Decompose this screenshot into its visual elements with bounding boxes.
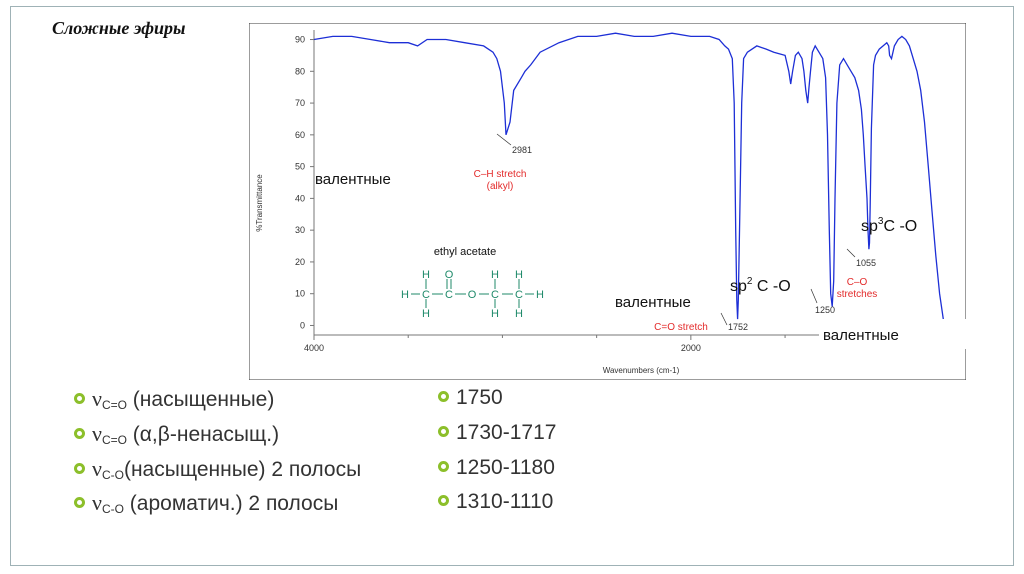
compound-name: ethyl acetate — [434, 246, 496, 258]
atom: H — [515, 269, 523, 281]
y-tick-label: 50 — [295, 162, 305, 172]
bullet-icon — [74, 427, 85, 439]
row-description: (насыщенные) 2 полосы — [123, 458, 362, 481]
peak-label-1055: 1055 — [856, 258, 876, 268]
y-tick-label: 0 — [300, 320, 305, 330]
atom: H — [491, 308, 499, 320]
sp2-text: sp — [730, 278, 747, 295]
bullet-icon — [74, 462, 85, 474]
atom: O — [468, 289, 477, 301]
co-stretch-label: C=O stretch — [654, 322, 708, 333]
sp3-co-label: sp3C -O — [861, 216, 917, 235]
atom: H — [422, 308, 430, 320]
atom: H — [515, 308, 523, 320]
atom: H — [422, 269, 430, 281]
table-row-value: 1250-1180 — [438, 456, 555, 480]
bond-subscript: C=O — [101, 398, 127, 412]
c-o-sublabel: stretches — [837, 289, 878, 300]
row-value: 1250-1180 — [456, 456, 555, 479]
nu-symbol: ν — [92, 386, 102, 411]
slide-frame — [10, 6, 1014, 566]
y-tick-label: 70 — [295, 98, 305, 108]
slide-title: Сложные эфиры — [52, 18, 186, 38]
row-description: (ароматич.) 2 полосы — [123, 492, 339, 515]
valence-label-2: валентные — [615, 294, 691, 311]
peak-label-2981: 2981 — [512, 145, 532, 155]
table-row: νC-O (ароматич.) 2 полосы — [74, 490, 338, 516]
table-row: νC=O (насыщенные) — [74, 386, 274, 412]
table-row: νC=O (α,β-ненасыщ.) — [74, 421, 279, 447]
bullet-icon — [438, 494, 449, 506]
atom: H — [491, 269, 499, 281]
sp2-co-label: sp2 C -O — [730, 276, 791, 295]
table-row-value: 1730-1717 — [438, 421, 556, 445]
bullet-icon — [438, 425, 449, 437]
ch-stretch-sublabel: (alkyl) — [487, 181, 514, 192]
atom: O — [445, 269, 454, 281]
peak-2981-leader — [496, 133, 512, 146]
bullet-icon — [438, 390, 449, 402]
nu-symbol: ν — [92, 456, 102, 481]
atom: C — [491, 289, 499, 301]
y-tick-label: 40 — [295, 193, 305, 203]
bullet-icon — [438, 460, 449, 472]
structure-bonds — [411, 279, 534, 308]
sp2-rest: C -O — [752, 278, 790, 295]
bullet-icon — [74, 496, 85, 508]
peak-1250-leader — [810, 288, 818, 304]
sp2-superscript: 2 — [747, 276, 753, 287]
sp3-text: sp — [861, 218, 878, 235]
peak-1752-leader — [720, 312, 728, 326]
sp3-superscript: 3 — [878, 216, 884, 227]
nu-symbol: ν — [92, 421, 102, 446]
y-tick-label: 60 — [295, 130, 305, 140]
row-value: 1750 — [456, 386, 503, 409]
x-tick-label: 4000 — [304, 343, 324, 353]
c-o-label: C–O — [847, 277, 868, 288]
atom: C — [445, 289, 453, 301]
table-row: νC-O(насыщенные) 2 полосы — [74, 456, 361, 482]
row-value: 1310-1110 — [456, 490, 554, 513]
y-tick-label: 90 — [295, 35, 305, 45]
y-tick-label: 10 — [295, 289, 305, 299]
row-value: 1730-1717 — [456, 421, 557, 444]
ch-stretch-label: C–H stretch — [474, 169, 527, 180]
y-tick-label: 20 — [295, 257, 305, 267]
atom: H — [401, 289, 409, 301]
bond-subscript: C-O — [101, 502, 124, 516]
y-tick-label: 80 — [295, 66, 305, 76]
peak-label-1752: 1752 — [728, 322, 748, 332]
bullet-icon — [74, 392, 85, 404]
bond-subscript: C=O — [101, 433, 127, 447]
x-tick-label: 2000 — [681, 343, 701, 353]
row-description: (α,β-ненасыщ.) — [126, 423, 280, 446]
row-description: (насыщенные) — [126, 388, 275, 411]
atom: C — [422, 289, 430, 301]
y-tick-label: 30 — [295, 225, 305, 235]
x-axis-label: Wavenumbers (cm-1) — [603, 366, 680, 375]
sp3-rest: C -O — [883, 218, 917, 235]
y-tick-group: 0 10 20 30 40 50 60 70 80 90 — [295, 35, 314, 330]
spectrum-line — [313, 32, 949, 336]
y-axis-label: %Transmittance — [255, 174, 264, 232]
valence-label-3: валентные — [823, 327, 899, 344]
atom: H — [536, 289, 544, 301]
nu-symbol: ν — [92, 490, 102, 515]
x-tick-group: 4000 2000 — [304, 335, 880, 353]
bond-subscript: C-O — [101, 468, 124, 482]
valence-label-bg — [819, 319, 966, 349]
atom: C — [515, 289, 523, 301]
table-row-value: 1310-1110 — [438, 490, 553, 514]
peak-1055-leader — [846, 248, 856, 258]
peak-label-1250: 1250 — [815, 305, 835, 315]
ir-spectrum-chart: 0 10 20 30 40 50 60 70 80 90 4000 2000 %Transmitta… — [249, 23, 966, 380]
table-row-value: 1750 — [438, 386, 503, 410]
valence-label-1: валентные — [315, 171, 391, 188]
ethyl-acetate-structure: H O H H H C C O C C H H H H — [401, 269, 544, 320]
